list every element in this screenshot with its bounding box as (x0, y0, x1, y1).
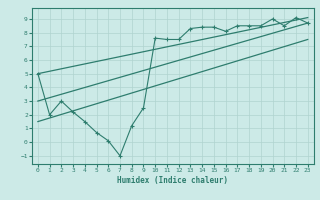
X-axis label: Humidex (Indice chaleur): Humidex (Indice chaleur) (117, 176, 228, 185)
